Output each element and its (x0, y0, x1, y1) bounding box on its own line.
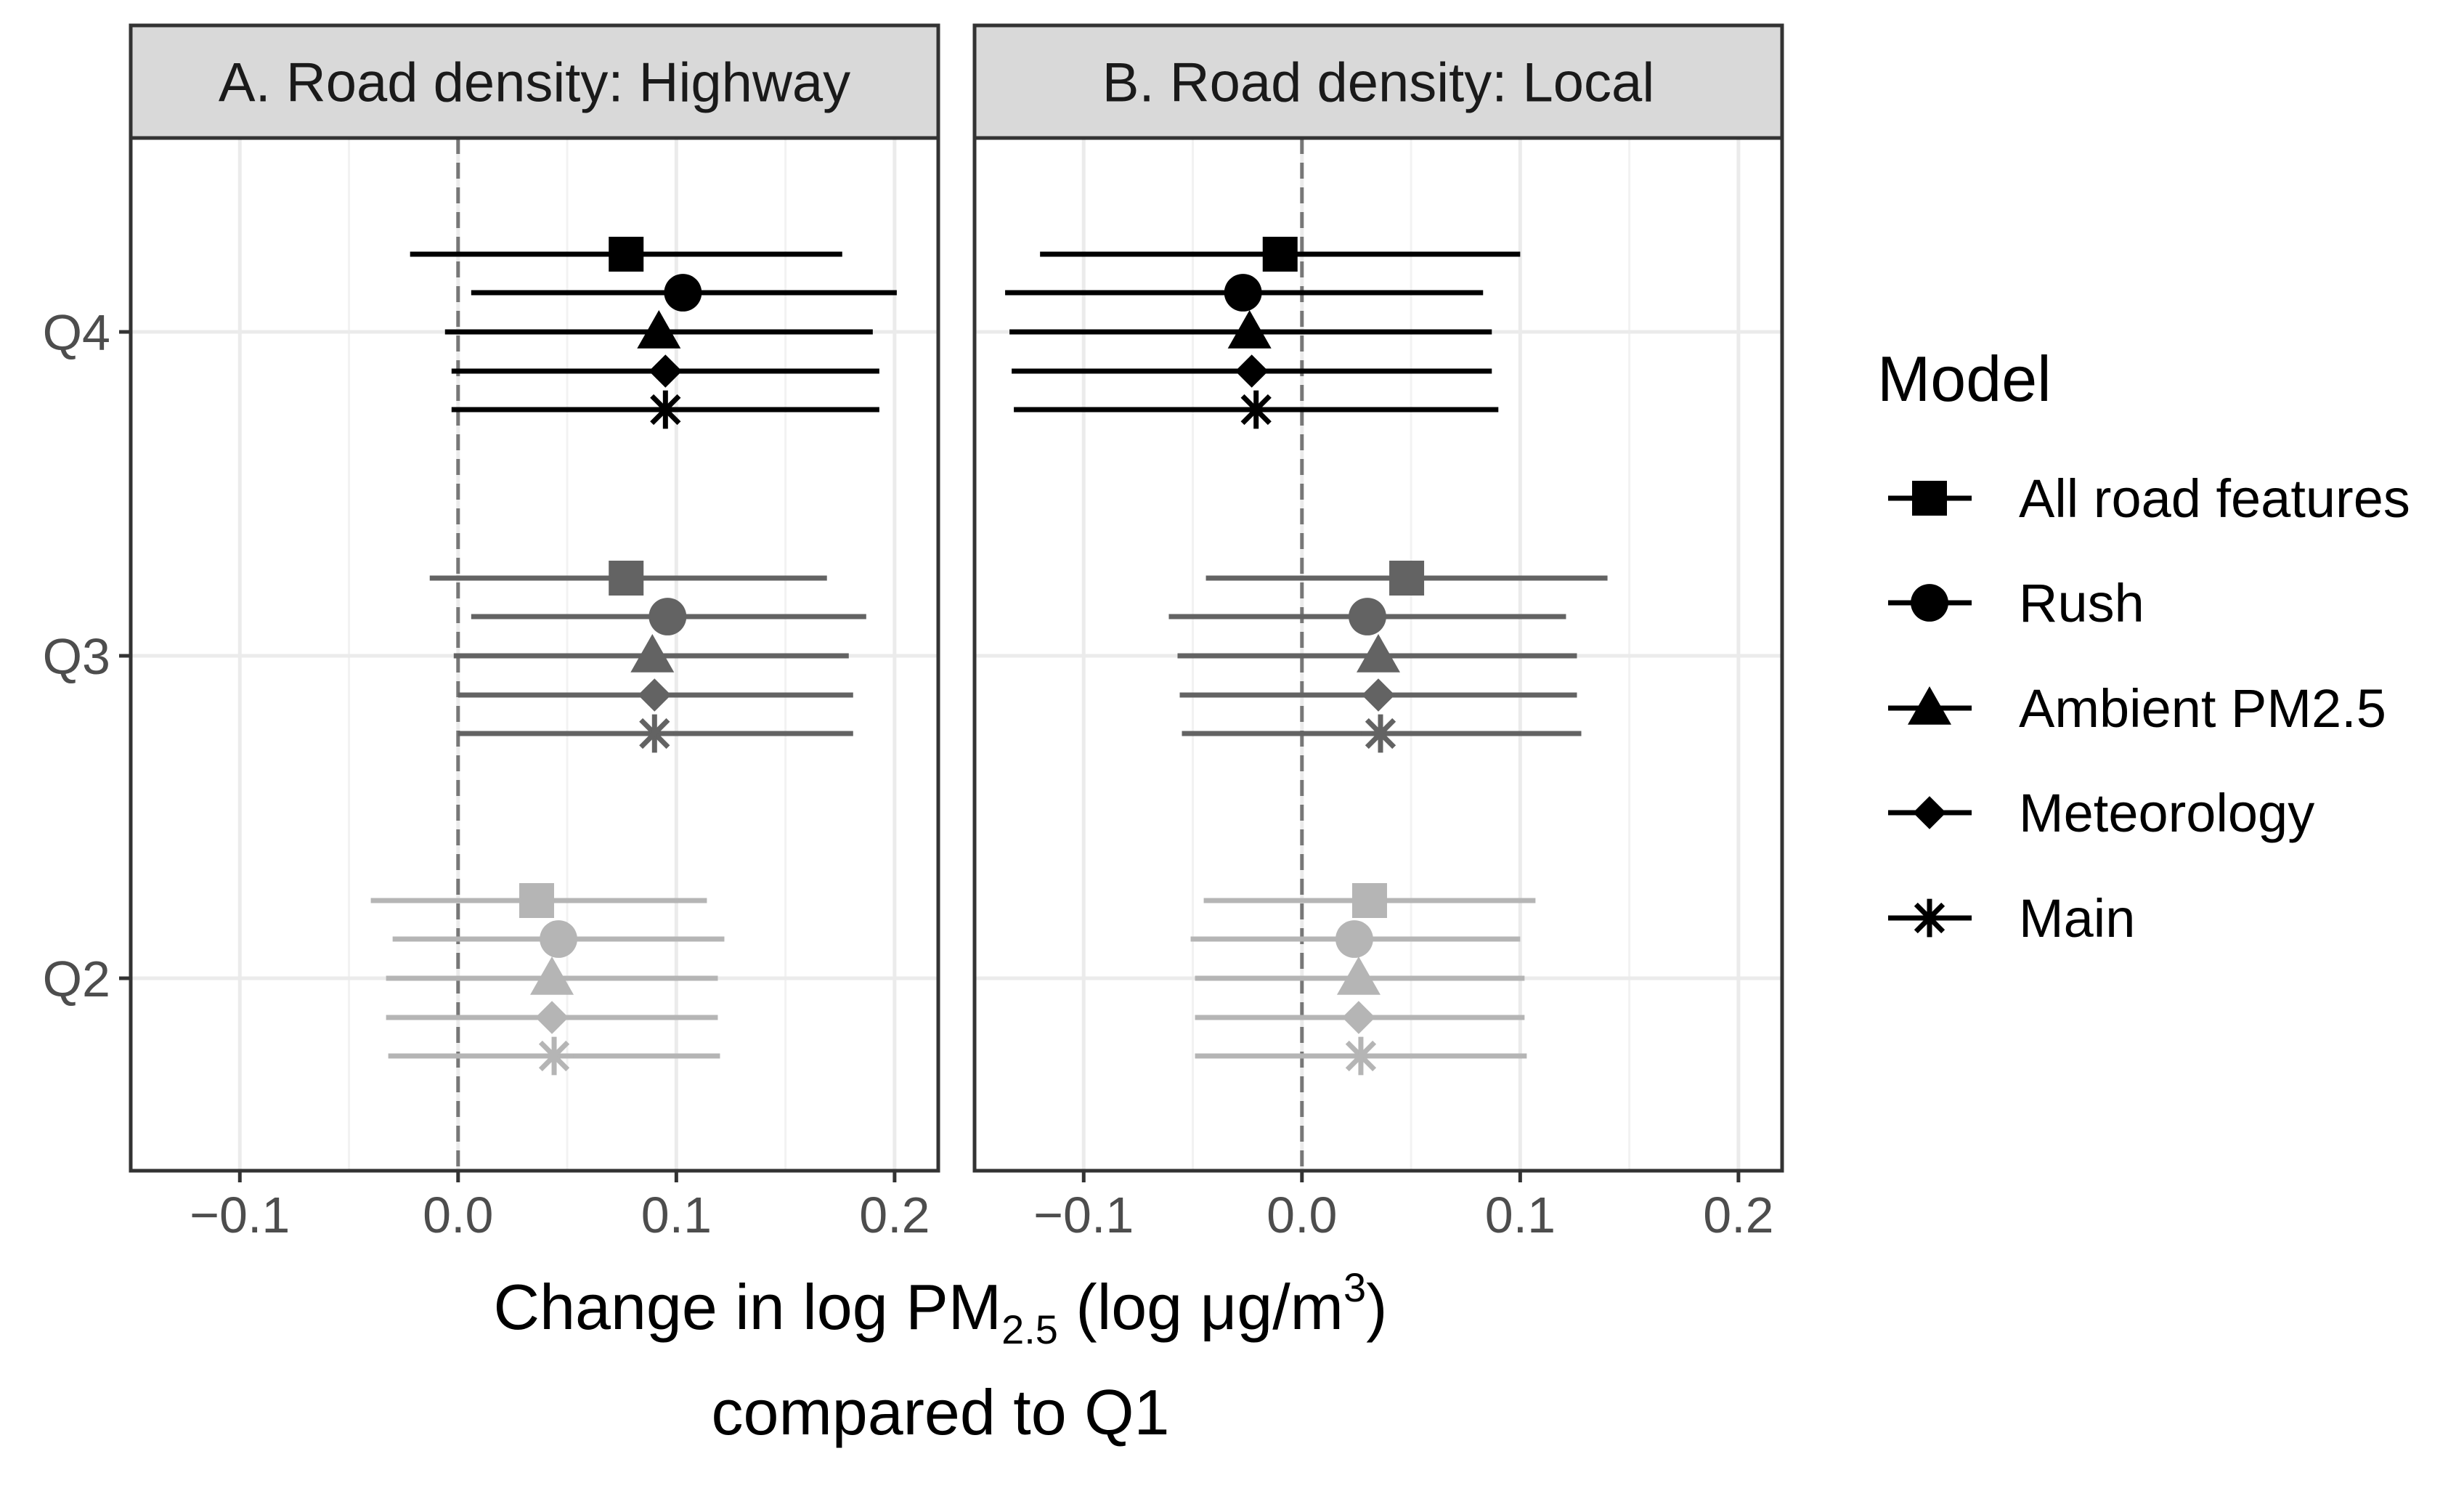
panel-title: B. Road density: Local (1102, 52, 1654, 114)
legend-key-asterisk (1910, 898, 1949, 938)
panel-a: A. Road density: Highway −0.1 0.0 0.1 0.2 (129, 23, 940, 1243)
marker-all-road-features-q2 (519, 883, 555, 918)
y-tick-label: Q2 (43, 951, 110, 1007)
marker-rush-q4 (1224, 274, 1262, 312)
x-tick-label: 0.2 (859, 1187, 930, 1243)
marker-meteorology-q3 (638, 678, 672, 712)
marker-main-q3 (635, 714, 674, 753)
legend-item-ambient-pm2-5: Ambient PM2.5 (1888, 678, 2386, 739)
marker-rush-q4 (664, 274, 702, 312)
marker-all-road-features-q3 (609, 561, 644, 596)
y-axis: Q4 Q3 Q2 (43, 304, 131, 1007)
marker-main-q4 (646, 390, 685, 429)
marker-main-q2 (534, 1036, 574, 1076)
marker-main-q2 (1341, 1036, 1381, 1076)
marker-meteorology-q4 (648, 354, 683, 388)
legend-label: Meteorology (2019, 783, 2314, 843)
x-tick-label: 0.1 (1485, 1187, 1556, 1243)
legend-label: Main (2019, 888, 2135, 948)
marker-main-q3 (1361, 714, 1400, 753)
marker-rush-q2 (1335, 920, 1373, 958)
legend-key-circle (1911, 584, 1948, 622)
marker-meteorology-q2 (1342, 1001, 1375, 1034)
x-axis-title-line1: Change in log PM2.5 (log μg/m3) (494, 1264, 1388, 1352)
marker-ambient-pm2-5-q2 (1336, 956, 1381, 995)
legend-label: All road features (2019, 468, 2410, 529)
x-axis-title-main: Change in log PM (494, 1271, 1002, 1343)
marker-meteorology-q2 (535, 1001, 569, 1034)
legend-title: Model (1877, 343, 2052, 415)
x-tick-label: −0.1 (1033, 1187, 1134, 1243)
panels-layer: A. Road density: Highway−0.1 0.0 0.1 0.2B. … (129, 23, 1784, 1243)
legend-label: Rush (2019, 573, 2144, 633)
strip-background (972, 23, 1784, 140)
marker-all-road-features-q4 (609, 237, 644, 272)
legend-key-diamond (1913, 796, 1946, 829)
marker-all-road-features-q2 (1351, 883, 1387, 918)
x-tick-label: 0.0 (1266, 1187, 1337, 1243)
legend-item-main: Main (1888, 888, 2135, 948)
x-axis-title: Change in log PM2.5 (log μg/m3) compared… (494, 1264, 1388, 1448)
marker-all-road-features-q4 (1262, 237, 1298, 272)
marker-rush-q3 (648, 598, 687, 635)
x-axis-title-units: (log μg/m (1058, 1271, 1343, 1343)
x-tick-label: −0.1 (190, 1187, 290, 1243)
legend-key-square (1912, 481, 1947, 516)
marker-meteorology-q3 (1362, 678, 1395, 712)
legend-key-triangle (1908, 686, 1951, 725)
marker-rush-q2 (540, 920, 577, 958)
legend-label: Ambient PM2.5 (2019, 678, 2386, 739)
marker-ambient-pm2-5-q4 (1227, 310, 1272, 349)
x-axis-title-subscript: 2.5 (1001, 1307, 1058, 1352)
legend: Model All road features Rush Ambient PM2.5… (1877, 343, 2410, 948)
x-tick-label: 0.1 (641, 1187, 712, 1243)
legend-item-rush: Rush (1888, 573, 2144, 633)
marker-ambient-pm2-5-q4 (637, 310, 681, 349)
x-tick-label: 0.0 (423, 1187, 493, 1243)
marker-ambient-pm2-5-q3 (630, 634, 675, 673)
panel-b: B. Road density: Local −0.1 0.0 0.1 0.2 (972, 23, 1784, 1243)
x-axis-title-line2: compared to Q1 (712, 1376, 1170, 1448)
x-tick-label: 0.2 (1703, 1187, 1773, 1243)
legend-item-all-road-features: All road features (1888, 468, 2410, 529)
y-tick-label: Q4 (43, 304, 110, 361)
panel-title: A. Road density: Highway (219, 52, 850, 114)
marker-main-q4 (1237, 390, 1276, 429)
x-axis-title-close: ) (1366, 1271, 1387, 1343)
marker-all-road-features-q3 (1389, 561, 1425, 596)
marker-meteorology-q4 (1235, 354, 1269, 388)
x-axis-title-superscript: 3 (1343, 1264, 1366, 1310)
marker-rush-q3 (1349, 598, 1386, 635)
marker-ambient-pm2-5-q2 (530, 956, 574, 995)
legend-item-meteorology: Meteorology (1888, 783, 2314, 843)
marker-ambient-pm2-5-q3 (1357, 634, 1400, 673)
y-tick-label: Q3 (43, 628, 110, 685)
strip-background (129, 23, 940, 140)
